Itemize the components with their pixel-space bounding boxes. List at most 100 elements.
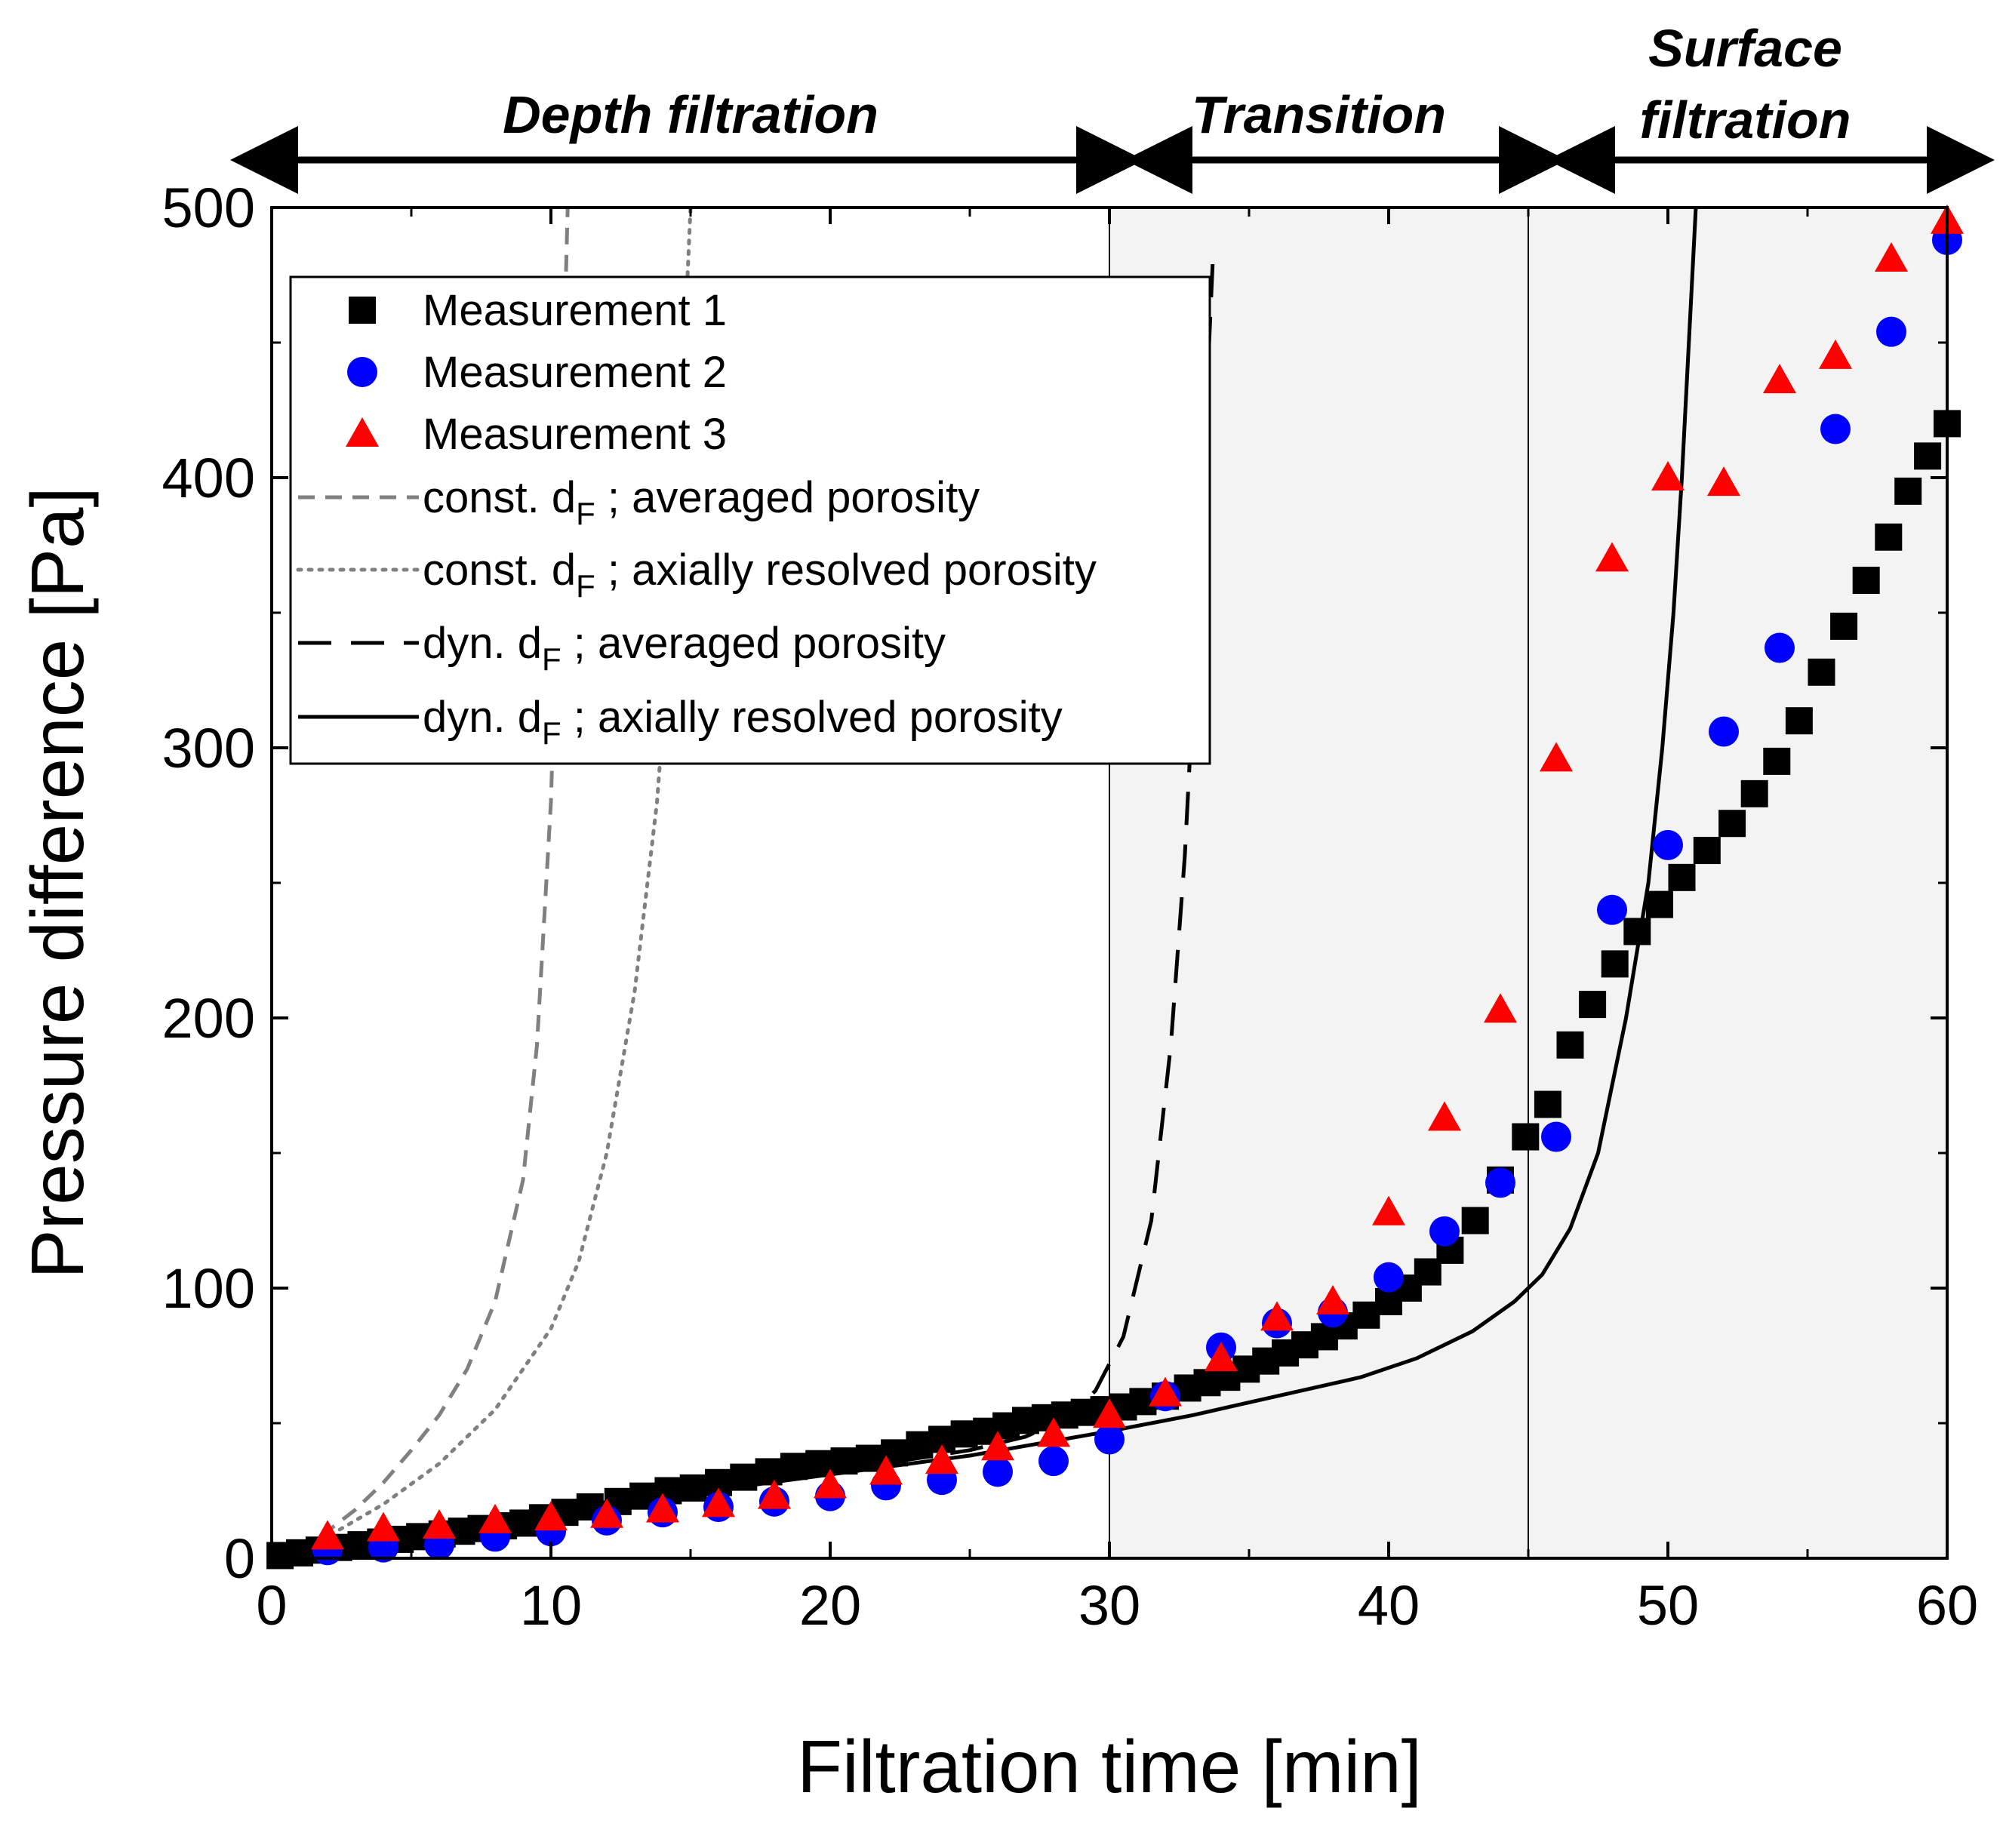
data-point (1512, 1123, 1540, 1151)
data-point (780, 1453, 808, 1481)
data-point (1485, 1167, 1515, 1198)
data-point (983, 1456, 1013, 1487)
data-point (1260, 1301, 1294, 1331)
region-label-0: Depth filtration (503, 85, 878, 144)
data-point (679, 1474, 707, 1502)
data-point (1645, 890, 1673, 918)
data-point (1372, 1195, 1405, 1225)
data-point (1429, 1216, 1460, 1247)
data-point (590, 1498, 623, 1528)
model-curve-3 (272, 208, 1698, 1558)
data-point (1820, 414, 1851, 444)
legend-item-3: Measurement 3 (346, 410, 727, 459)
data-point (646, 1493, 679, 1523)
data-point (755, 1458, 783, 1486)
data-point (1601, 950, 1629, 978)
legend-symbol-circle (347, 357, 377, 387)
data-point (1718, 810, 1746, 838)
region-shading (1109, 208, 1947, 1558)
legend-label: dyn. dF ; axially resolved porosity (423, 693, 1063, 751)
data-point (1461, 1207, 1489, 1235)
data-point (1484, 993, 1517, 1023)
x-tick-label: 10 (520, 1574, 582, 1637)
data-point (1534, 1090, 1561, 1118)
legend-item-6: dyn. dF ; averaged porosity (298, 619, 946, 677)
y-axis-title: Pressure difference [Pa] (16, 487, 99, 1279)
data-point (1556, 1031, 1584, 1059)
y-tick-label: 500 (162, 177, 255, 239)
data-point (1765, 632, 1795, 663)
data-point (1808, 658, 1835, 686)
data-point (1374, 1262, 1404, 1293)
data-point (1595, 542, 1629, 572)
data-point (534, 1501, 568, 1531)
data-point (1830, 612, 1858, 640)
x-tick-label: 60 (1916, 1574, 1978, 1637)
data-point (1709, 716, 1739, 747)
x-tick-label: 50 (1637, 1574, 1699, 1637)
region-header: Depth filtration Transition Surface filtrat… (230, 19, 1995, 194)
data-point (423, 1509, 456, 1539)
data-point (1707, 466, 1740, 497)
legend-item-4: const. dF ; averaged porosity (298, 473, 980, 531)
data-point (1653, 829, 1683, 860)
data-point (1876, 316, 1906, 347)
marker-series-3 (311, 204, 1964, 1550)
legend-item-5: const. dF ; axially resolved porosity (296, 546, 1097, 604)
data-point (730, 1463, 758, 1491)
data-point (702, 1487, 735, 1517)
data-point (1914, 442, 1942, 470)
legend-item-1: Measurement 1 (349, 286, 727, 335)
data-point (1875, 523, 1903, 551)
data-markers (266, 204, 1964, 1570)
legend-label: const. dF ; axially resolved porosity (423, 546, 1097, 604)
y-tick-label: 300 (162, 717, 255, 779)
data-point (1693, 837, 1721, 865)
data-point (1785, 707, 1813, 735)
data-point (981, 1431, 1014, 1461)
y-tick-label: 100 (162, 1257, 255, 1320)
data-point (1037, 1417, 1070, 1447)
data-point (1819, 339, 1852, 369)
data-point (1597, 894, 1627, 925)
x-tick-label: 20 (799, 1574, 861, 1637)
legend-symbol-triangle (346, 417, 379, 447)
data-point (1763, 364, 1796, 394)
data-point (1651, 461, 1685, 490)
data-point (1094, 1424, 1125, 1455)
data-point (1875, 242, 1908, 272)
x-axis-title: Filtration time [min] (797, 1725, 1422, 1808)
region-shade-2 (1528, 208, 1947, 1558)
legend-label: Measurement 3 (423, 410, 727, 459)
data-point (311, 1520, 344, 1550)
data-point (1623, 918, 1651, 946)
axes: 0 10 20 30 40 50 60 0 100 200 300 400 500 (162, 177, 1979, 1637)
data-point (367, 1511, 400, 1542)
data-point (1149, 1376, 1182, 1407)
data-point (1763, 747, 1791, 775)
data-point (1540, 742, 1573, 772)
data-point (1541, 1121, 1571, 1152)
data-point (814, 1468, 847, 1499)
legend-label: Measurement 1 (423, 286, 727, 335)
legend: Measurement 1 Measurement 2 Measurement 3 c… (289, 275, 1211, 765)
x-tick-label: 0 (256, 1574, 287, 1637)
data-point (1740, 779, 1768, 807)
data-point (1894, 477, 1922, 505)
data-point (1852, 567, 1880, 595)
y-tick-label: 400 (162, 447, 255, 509)
x-tick-label: 30 (1078, 1574, 1140, 1637)
data-point (869, 1455, 903, 1485)
legend-item-7: dyn. dF ; axially resolved porosity (298, 693, 1063, 751)
data-point (1093, 1398, 1126, 1428)
data-point (925, 1444, 958, 1474)
legend-label: const. dF ; averaged porosity (423, 473, 980, 531)
legend-symbol-square (349, 297, 376, 324)
data-point (1668, 863, 1696, 891)
data-point (758, 1479, 791, 1509)
data-point (1205, 1342, 1238, 1372)
data-point (478, 1503, 512, 1533)
legend-label: Measurement 2 (423, 348, 727, 397)
legend-label: dyn. dF ; averaged porosity (423, 619, 946, 677)
